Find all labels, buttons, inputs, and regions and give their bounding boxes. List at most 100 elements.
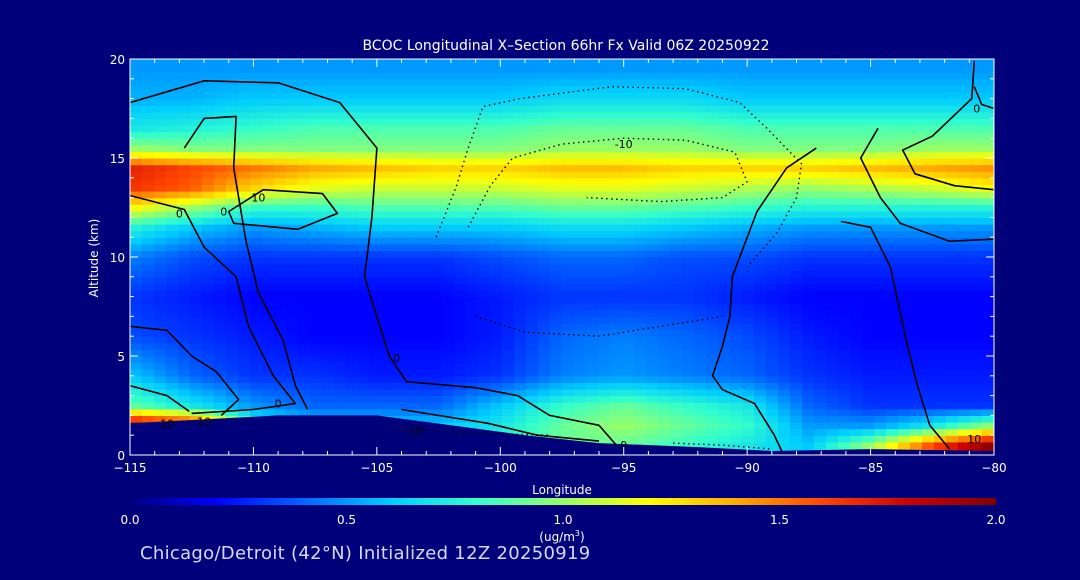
heat-cell	[562, 85, 575, 93]
heat-cell	[154, 217, 167, 225]
heat-cell	[982, 230, 994, 238]
heat-cell	[970, 415, 983, 423]
heat-cell	[730, 243, 743, 251]
heat-cell	[262, 283, 275, 291]
heat-cell	[190, 138, 203, 146]
heat-cell	[742, 131, 755, 139]
heat-cell	[442, 296, 455, 304]
heat-cell	[742, 138, 755, 146]
heat-cell	[886, 342, 899, 350]
heat-cell	[586, 118, 599, 126]
heat-cell	[934, 237, 947, 245]
heat-cell	[982, 59, 994, 67]
heat-cell	[694, 342, 707, 350]
heat-cell	[742, 59, 755, 67]
heat-cell	[226, 283, 239, 291]
heat-cell	[226, 111, 239, 119]
heat-cell	[514, 210, 527, 218]
heat-cell	[646, 336, 659, 344]
heat-cell	[826, 303, 839, 311]
heat-cell	[694, 111, 707, 119]
heat-cell	[226, 138, 239, 146]
heat-cell	[670, 257, 683, 265]
heat-cell	[154, 375, 167, 383]
heat-cell	[478, 237, 491, 245]
heat-cell	[850, 362, 863, 370]
heat-cell	[658, 323, 671, 331]
heat-cell	[550, 85, 563, 93]
heat-cell	[874, 85, 887, 93]
heat-cell	[322, 92, 335, 100]
heat-cell	[610, 408, 623, 416]
heat-cell	[874, 369, 887, 377]
heat-cell	[814, 237, 827, 245]
heat-cell	[826, 395, 839, 403]
heat-cell	[730, 191, 743, 199]
heat-cell	[442, 395, 455, 403]
heat-cell	[850, 191, 863, 199]
heat-cell	[646, 382, 659, 390]
heat-cell	[442, 237, 455, 245]
heat-cell	[694, 389, 707, 397]
heat-cell	[598, 111, 611, 119]
heat-cell	[814, 164, 827, 172]
heat-cell	[526, 158, 539, 166]
negative-contour-line	[475, 315, 723, 337]
heat-cell	[358, 177, 371, 185]
heat-cell	[274, 408, 287, 416]
heat-cell	[682, 65, 695, 73]
heat-cell	[610, 204, 623, 212]
heat-cell	[802, 415, 815, 423]
heat-cell	[226, 118, 239, 126]
contour-line	[711, 147, 817, 452]
heat-cell	[706, 329, 719, 337]
heat-cell	[658, 408, 671, 416]
heat-cell	[778, 369, 791, 377]
heat-cell	[394, 283, 407, 291]
heat-cell	[814, 303, 827, 311]
heat-cell	[310, 402, 323, 410]
heat-cell	[430, 191, 443, 199]
heat-cell	[346, 270, 359, 278]
heat-cell	[934, 290, 947, 298]
heat-cell	[646, 243, 659, 251]
heat-cell	[178, 151, 191, 159]
heat-cell	[754, 336, 767, 344]
heat-cell	[238, 105, 251, 113]
heat-cell	[190, 402, 203, 410]
heat-cell	[178, 230, 191, 238]
heat-cell	[982, 98, 994, 106]
heat-cell	[598, 270, 611, 278]
heat-cell	[778, 151, 791, 159]
heat-cell	[166, 415, 179, 423]
heat-cell	[682, 375, 695, 383]
heat-cell	[790, 276, 803, 284]
heat-cell	[574, 230, 587, 238]
heat-cell	[130, 237, 143, 245]
heat-cell	[838, 111, 851, 119]
heat-cell	[766, 257, 779, 265]
heat-cell	[154, 177, 167, 185]
heat-cell	[874, 257, 887, 265]
heat-cell	[646, 224, 659, 232]
heat-cell	[838, 210, 851, 218]
heat-cell	[730, 105, 743, 113]
heat-cell	[802, 72, 815, 80]
heat-cell	[802, 441, 815, 449]
heat-cell	[538, 98, 551, 106]
heat-cell	[598, 435, 611, 443]
heat-cell	[670, 303, 683, 311]
heat-cell	[262, 105, 275, 113]
heat-cell	[358, 356, 371, 364]
heat-cell	[334, 85, 347, 93]
heat-cell	[166, 164, 179, 172]
heat-cell	[322, 158, 335, 166]
heat-cell	[694, 144, 707, 152]
heat-cell	[334, 164, 347, 172]
heat-cell	[298, 197, 311, 205]
heat-cell	[742, 98, 755, 106]
contour-line	[901, 60, 994, 191]
heat-cell	[130, 177, 143, 185]
heat-cell	[886, 184, 899, 192]
heat-cell	[946, 356, 959, 364]
